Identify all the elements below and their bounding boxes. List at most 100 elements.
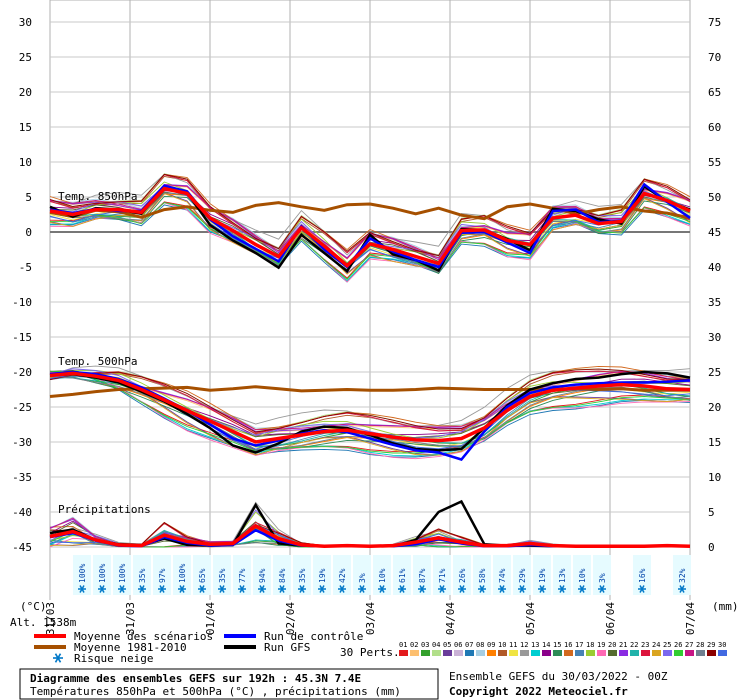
perturbation-code: 15 — [553, 641, 561, 649]
left-tick-label: -15 — [12, 331, 32, 344]
x-tick-label: 06/04 — [604, 602, 617, 635]
perturbation-code: 18 — [586, 641, 594, 649]
perturbation-code: 11 — [509, 641, 517, 649]
snow-risk-percent: 29% — [518, 568, 527, 583]
perturbation-swatch — [696, 650, 705, 656]
right-tick-label: 15 — [708, 436, 721, 449]
perturbation-code: 17 — [575, 641, 583, 649]
right-tick-label: 25 — [708, 366, 721, 379]
snow-risk-percent: 94% — [258, 568, 267, 583]
left-tick-label: -30 — [12, 436, 32, 449]
perturbation-code: 19 — [597, 641, 605, 649]
info-box-subtitle: Températures 850hPa et 500hPa (°C) , pré… — [30, 685, 401, 698]
snow-risk-percent: 32% — [678, 568, 687, 583]
perturbation-swatch — [542, 650, 551, 656]
right-tick-label: 45 — [708, 226, 721, 239]
left-tick-label: -25 — [12, 401, 32, 414]
perturbation-code: 29 — [707, 641, 715, 649]
perturbation-code: 13 — [531, 641, 539, 649]
perturbation-swatch — [608, 650, 617, 656]
perturbation-swatch — [520, 650, 529, 656]
perturbation-swatch — [498, 650, 507, 656]
perturbation-swatch — [575, 650, 584, 656]
perturbation-code: 24 — [652, 641, 660, 649]
perturbation-code: 10 — [498, 641, 506, 649]
perturbations-label: 30 Perts. — [340, 646, 400, 659]
snow-risk-percent: 61% — [398, 568, 407, 583]
x-tick-label: 07/04 — [684, 602, 697, 635]
perturbation-swatch — [410, 650, 419, 656]
perturbation-code: 01 — [399, 641, 407, 649]
perturbation-swatch — [630, 650, 639, 656]
snowflake-icon — [53, 654, 63, 663]
left-axis-unit: (°C) — [20, 600, 47, 613]
perturbation-code: 12 — [520, 641, 528, 649]
left-tick-label: -10 — [12, 296, 32, 309]
perturbation-code: 02 — [410, 641, 418, 649]
snow-risk-percent: 10% — [378, 568, 387, 583]
left-tick-label: 0 — [25, 226, 32, 239]
snow-risk-percent: 3% — [598, 573, 607, 583]
snow-risk-percent: 100% — [118, 564, 127, 583]
right-tick-label: 0 — [708, 541, 715, 554]
copyright: Copyright 2022 Meteociel.fr — [449, 685, 628, 698]
right-tick-label: 5 — [708, 506, 715, 519]
perturbation-code: 26 — [674, 641, 682, 649]
perturbation-code: 27 — [685, 641, 693, 649]
perturbation-code: 30 — [718, 641, 726, 649]
right-tick-label: 10 — [708, 471, 721, 484]
snow-risk-percent: 100% — [78, 564, 87, 583]
perturbation-swatch — [619, 650, 628, 656]
left-tick-label: -35 — [12, 471, 32, 484]
label-temp-500: Temp. 500hPa — [58, 355, 137, 368]
info-box-title: Diagramme des ensembles GEFS sur 192h : … — [30, 672, 361, 685]
snow-risk-percent: 13% — [558, 568, 567, 583]
perturbation-swatch — [553, 650, 562, 656]
left-tick-label: -20 — [12, 366, 32, 379]
x-tick-label: 03/04 — [364, 602, 377, 635]
left-tick-label: 25 — [19, 51, 32, 64]
label-temp-850: Temp. 850hPa — [58, 190, 137, 203]
left-tick-label: 30 — [19, 16, 32, 29]
right-tick-label: 20 — [708, 401, 721, 414]
perturbation-code: 03 — [421, 641, 429, 649]
snow-risk-percent: 71% — [438, 568, 447, 583]
perturbation-swatch — [454, 650, 463, 656]
perturbation-code: 21 — [619, 641, 627, 649]
legend-label-gfs: Run GFS — [264, 641, 310, 654]
grid-layer: 31/03 31/03 01/04 02/04 03/04 04/04 05/04 06/04… — [12, 0, 721, 635]
snow-risk-percent: 19% — [318, 568, 327, 583]
perturbation-code: 06 — [454, 641, 462, 649]
perturbation-swatch — [586, 650, 595, 656]
snow-risk-percent: 58% — [478, 568, 487, 583]
left-tick-label: -45 — [12, 541, 32, 554]
perturbation-code: 07 — [465, 641, 473, 649]
right-tick-label: 30 — [708, 331, 721, 344]
left-tick-label: 15 — [19, 121, 32, 134]
left-tick-label: 5 — [25, 191, 32, 204]
snow-risk-percent: 77% — [238, 568, 247, 583]
snow-risk-percent: 16% — [638, 568, 647, 583]
perturbation-swatch — [432, 650, 441, 656]
snow-risk-percent: 19% — [538, 568, 547, 583]
perturbation-swatch — [641, 650, 650, 656]
perturbation-swatch — [509, 650, 518, 656]
perturbation-swatch — [465, 650, 474, 656]
right-tick-label: 70 — [708, 51, 721, 64]
perturbation-code: 28 — [696, 641, 704, 649]
perturbation-code: 14 — [542, 641, 550, 649]
snow-risk-percent: 100% — [178, 564, 187, 583]
snow-risk-percent: 65% — [198, 568, 207, 583]
perturbation-swatch — [718, 650, 727, 656]
perturbation-swatch — [476, 650, 485, 656]
snow-risk-percent: 87% — [418, 568, 427, 583]
perturbation-swatch — [652, 650, 661, 656]
right-tick-label: 35 — [708, 296, 721, 309]
perturbation-swatch — [399, 650, 408, 656]
perturbation-code: 04 — [432, 641, 440, 649]
snow-risk-percent: 42% — [338, 568, 347, 583]
x-tick-label: 05/04 — [524, 602, 537, 635]
x-tick-label: 04/04 — [444, 602, 457, 635]
perturbation-code: 22 — [630, 641, 638, 649]
